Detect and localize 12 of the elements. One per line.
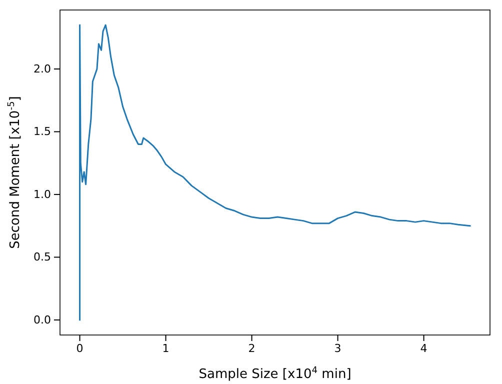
y-tick-label: 1.5 bbox=[34, 125, 51, 138]
x-tick-label: 1 bbox=[162, 342, 170, 355]
x-tick-label: 3 bbox=[334, 342, 342, 355]
line-series bbox=[79, 24, 471, 321]
x-tick-label: 4 bbox=[420, 342, 428, 355]
x-axis-title: Sample Size [x10$^{4}$ min] bbox=[198, 366, 352, 382]
y-tick-label: 2.0 bbox=[34, 62, 51, 76]
x-tick-label: 0 bbox=[76, 342, 84, 355]
y-tick-label: 0.0 bbox=[34, 313, 51, 326]
y-tick-label: 1.0 bbox=[34, 188, 51, 201]
y-tick-label: 0.5 bbox=[34, 250, 51, 264]
x-tick-label: 2 bbox=[248, 342, 256, 355]
